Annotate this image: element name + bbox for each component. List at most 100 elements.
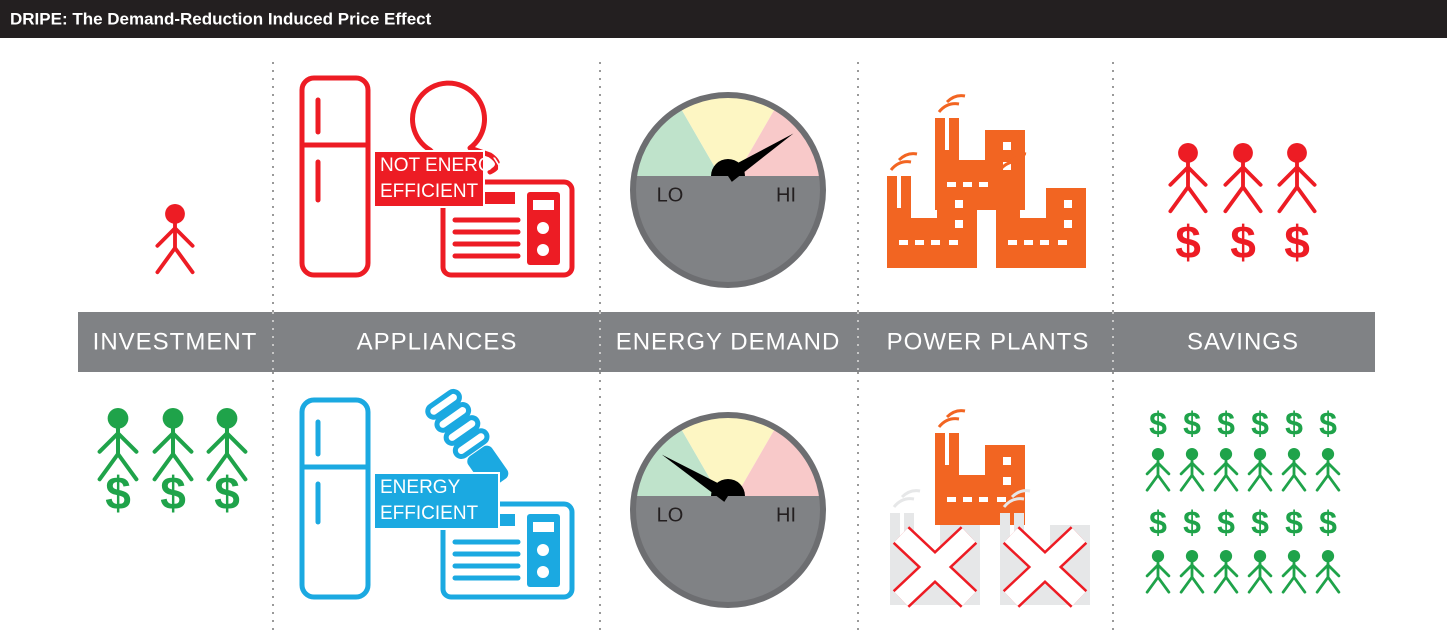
factory-window bbox=[997, 497, 1006, 502]
person-icon bbox=[152, 408, 194, 482]
person-legs bbox=[97, 450, 139, 482]
person-legs bbox=[152, 450, 194, 482]
factory-window bbox=[931, 240, 940, 245]
person-legs bbox=[1213, 472, 1239, 492]
cross-fill bbox=[1004, 528, 1086, 606]
person-icon bbox=[1168, 143, 1208, 214]
factory-window bbox=[947, 182, 956, 187]
gauge-base bbox=[633, 176, 823, 286]
light-bulb bbox=[410, 80, 500, 175]
factory-window bbox=[949, 240, 958, 245]
panel-slot bbox=[533, 200, 554, 210]
panel-knob bbox=[537, 244, 549, 256]
person-head bbox=[1151, 550, 1165, 563]
cross-fill bbox=[894, 528, 976, 606]
person-icon bbox=[1281, 550, 1307, 594]
person-head bbox=[107, 408, 129, 429]
factory-window bbox=[1040, 240, 1049, 245]
person-legs bbox=[1145, 472, 1171, 492]
person-icon bbox=[1179, 448, 1205, 492]
factory-smoke bbox=[889, 152, 918, 171]
person-legs bbox=[1247, 472, 1273, 492]
factory-window bbox=[979, 497, 988, 502]
efficiency-tag bbox=[373, 150, 485, 208]
gauge-low: LO bbox=[657, 504, 684, 526]
person-icon bbox=[1145, 448, 1171, 492]
title: DRIPE: The Demand-Reduction Induced Pric… bbox=[10, 9, 432, 28]
dollar-sign: $ bbox=[1285, 504, 1303, 540]
person-head bbox=[216, 408, 238, 429]
person-head bbox=[165, 204, 185, 224]
person-icon bbox=[1213, 448, 1239, 492]
person-head bbox=[1253, 448, 1267, 461]
person-icon bbox=[1179, 550, 1205, 594]
column-label: POWER PLANTS bbox=[887, 328, 1090, 355]
person-legs bbox=[206, 450, 248, 482]
person-head bbox=[1287, 550, 1301, 563]
person-legs bbox=[1179, 574, 1205, 594]
dollar-sign: $ bbox=[105, 467, 131, 519]
factory-window bbox=[979, 182, 988, 187]
appliances bbox=[299, 75, 575, 278]
person-legs bbox=[1281, 574, 1307, 594]
gauge-rim bbox=[630, 412, 826, 608]
gauge-rim bbox=[630, 92, 826, 288]
appliance-box bbox=[440, 179, 575, 278]
cfl-coil bbox=[452, 428, 490, 460]
person-head bbox=[1253, 550, 1267, 563]
factory-smoke bbox=[892, 489, 921, 508]
person-legs bbox=[1213, 574, 1239, 594]
appliance-box bbox=[440, 501, 575, 600]
dollar-sign: $ bbox=[1217, 504, 1235, 540]
factory-window bbox=[1003, 477, 1011, 485]
dollar-sign: $ bbox=[1251, 504, 1269, 540]
panel-knob bbox=[537, 544, 549, 556]
dollar-sign: $ bbox=[1319, 504, 1337, 540]
factory-window bbox=[955, 200, 963, 208]
person-head bbox=[1233, 143, 1253, 163]
factory-window bbox=[1003, 162, 1011, 170]
person-legs bbox=[1277, 183, 1317, 214]
gauge-high: HI bbox=[776, 184, 796, 206]
person-icon bbox=[1223, 143, 1263, 214]
dollar-sign: $ bbox=[160, 467, 186, 519]
person-head bbox=[1321, 550, 1335, 563]
gauge-high: HI bbox=[776, 504, 796, 526]
factory-window bbox=[1003, 142, 1011, 150]
factory-smoke bbox=[1002, 489, 1031, 508]
factory-window bbox=[963, 497, 972, 502]
factory-window bbox=[1064, 220, 1072, 228]
person-legs bbox=[1168, 183, 1208, 214]
dollar-sign: $ bbox=[214, 467, 240, 519]
factory-window bbox=[955, 220, 963, 228]
dollar-sign: $ bbox=[1285, 405, 1303, 441]
dollar-sign: $ bbox=[1149, 504, 1167, 540]
column-label: SAVINGS bbox=[1187, 328, 1299, 355]
person-head bbox=[1185, 448, 1199, 461]
factory bbox=[996, 152, 1086, 268]
efficiency-tag-text: NOT ENERGY bbox=[380, 155, 506, 176]
person-head bbox=[1219, 550, 1233, 563]
efficiency-tag-text: EFFICIENT bbox=[380, 181, 479, 202]
person-head bbox=[1321, 448, 1335, 461]
factory-building bbox=[887, 176, 977, 268]
cfl-coil bbox=[443, 415, 481, 446]
factory-window bbox=[915, 240, 924, 245]
efficiency-tag-text: EFFICIENT bbox=[380, 503, 479, 524]
title-bar bbox=[0, 0, 1447, 38]
factory-window bbox=[1064, 200, 1072, 208]
factory bbox=[887, 152, 977, 268]
person-legs bbox=[155, 244, 195, 275]
person-legs bbox=[1223, 183, 1263, 214]
person-legs bbox=[1281, 472, 1307, 492]
person-icon bbox=[1247, 550, 1273, 594]
factory-smoke bbox=[937, 94, 966, 113]
factory bbox=[935, 409, 1025, 525]
panel-knob bbox=[537, 222, 549, 234]
person-head bbox=[1185, 550, 1199, 563]
cfl-coil bbox=[425, 388, 462, 420]
gauge-pivot bbox=[711, 159, 745, 176]
person-head bbox=[1178, 143, 1198, 163]
factory-window bbox=[963, 182, 972, 187]
